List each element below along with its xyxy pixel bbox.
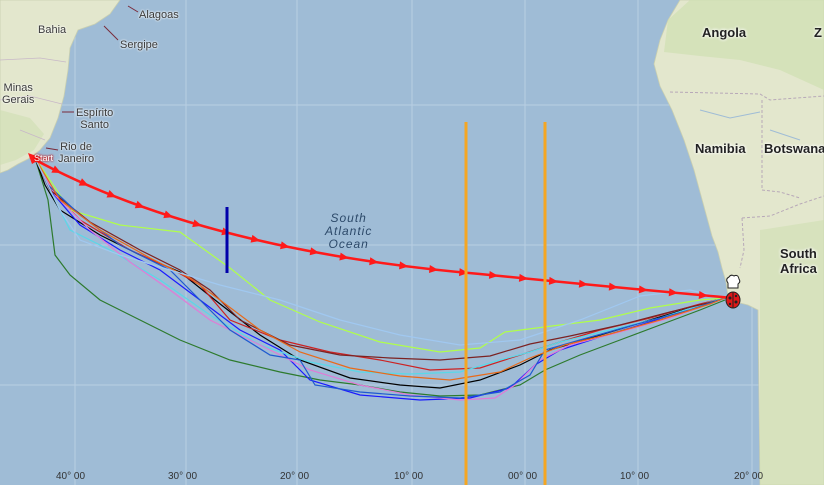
direction-arrow bbox=[458, 268, 469, 277]
direction-arrow bbox=[106, 190, 117, 198]
direction-arrow bbox=[578, 279, 589, 288]
rhumb-line bbox=[29, 155, 734, 300]
direction-arrow bbox=[518, 273, 529, 282]
direction-arrow bbox=[163, 210, 174, 219]
country-label-south-africa-line2: Africa bbox=[780, 261, 817, 276]
ladybug-icon[interactable] bbox=[725, 291, 741, 309]
country-label-south-africa-line1: South bbox=[780, 246, 817, 261]
chef-hat-icon bbox=[726, 274, 741, 289]
longitude-label: 40° 00 bbox=[56, 471, 86, 482]
country-label-angola: Angola bbox=[702, 25, 747, 40]
track-line bbox=[34, 157, 726, 371]
ocean-label-line3: Ocean bbox=[328, 237, 369, 251]
direction-arrow bbox=[548, 276, 559, 285]
city-label-minas-gerais-line2: Gerais bbox=[2, 94, 35, 106]
city-label-espirito-santo-line1: Espírito bbox=[76, 107, 114, 119]
longitude-label: 10° 00 bbox=[394, 471, 424, 482]
city-label-bahia: Bahia bbox=[38, 24, 67, 36]
country-label-zambia: Z bbox=[814, 25, 822, 40]
track-line bbox=[34, 157, 726, 401]
start-label: Start bbox=[34, 153, 54, 163]
city-label-rio-de-janeiro-line2: Janeiro bbox=[58, 153, 95, 165]
longitude-label: 10° 00 bbox=[620, 471, 650, 482]
country-label-botswana: Botswana bbox=[764, 141, 824, 156]
direction-arrow bbox=[428, 265, 439, 273]
direction-arrow bbox=[668, 288, 679, 297]
ocean-label: South Atlantic Ocean bbox=[325, 212, 372, 251]
direction-arrow bbox=[78, 178, 89, 186]
longitude-label: 20° 00 bbox=[280, 471, 310, 482]
ocean-label-line2: Atlantic bbox=[325, 224, 373, 238]
track-line bbox=[34, 157, 721, 361]
direction-arrow bbox=[134, 200, 145, 209]
city-label-espirito-santo: Espírito Santo bbox=[76, 107, 113, 131]
track-line bbox=[34, 157, 726, 346]
country-label-south-africa: South Africa bbox=[780, 246, 817, 276]
track-line bbox=[34, 157, 726, 353]
country-label-namibia: Namibia bbox=[695, 141, 746, 156]
longitude-label: 20° 00 bbox=[734, 471, 764, 482]
longitude-label: 30° 00 bbox=[168, 471, 198, 482]
longitude-label: 00° 00 bbox=[508, 471, 538, 482]
city-label-alagoas: Alagoas bbox=[139, 9, 179, 21]
city-label-rio-de-janeiro: Rio de Janeiro bbox=[58, 141, 94, 165]
track-line bbox=[34, 157, 726, 389]
direction-arrow bbox=[280, 241, 290, 250]
direction-arrow bbox=[51, 165, 62, 174]
direction-arrow bbox=[192, 219, 202, 228]
city-label-espirito-santo-line2: Santo bbox=[80, 119, 110, 131]
direction-arrow bbox=[339, 252, 349, 261]
boat-tracks bbox=[34, 157, 726, 401]
direction-arrow bbox=[698, 290, 709, 299]
city-label-minas-gerais-line1: Minas bbox=[3, 82, 33, 94]
city-label-sergipe: Sergipe bbox=[120, 39, 158, 51]
start-marker[interactable] bbox=[28, 153, 42, 164]
direction-arrow bbox=[608, 282, 619, 291]
direction-arrow bbox=[638, 285, 649, 294]
direction-arrow bbox=[250, 234, 261, 243]
city-label-rio-de-janeiro-line1: Rio de bbox=[60, 141, 92, 153]
direction-arrow bbox=[369, 257, 379, 266]
city-label-minas-gerais: Minas Gerais bbox=[2, 82, 34, 106]
ocean-label-line1: South bbox=[330, 211, 367, 225]
track-line bbox=[34, 157, 721, 401]
track-line bbox=[34, 157, 726, 381]
direction-arrow bbox=[488, 270, 499, 279]
direction-arrow bbox=[399, 261, 409, 270]
direction-arrow bbox=[309, 247, 320, 256]
track-line bbox=[34, 157, 726, 399]
